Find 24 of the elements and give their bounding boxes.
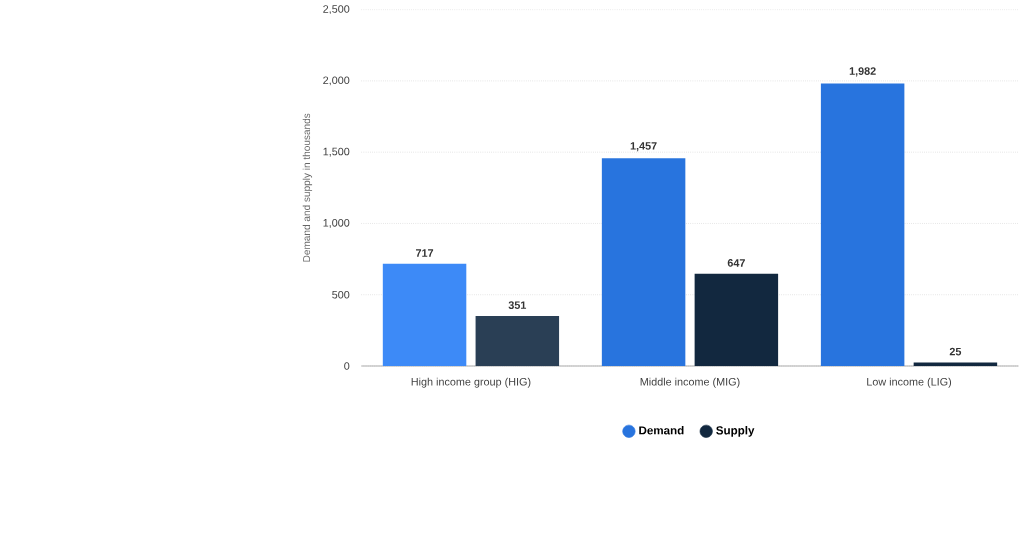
y-tick-label: 1,000 xyxy=(323,219,350,229)
data-label: 351 xyxy=(508,301,527,310)
x-tick-label: Low income (LIG) xyxy=(867,377,952,388)
bar xyxy=(475,316,560,367)
data-label: 647 xyxy=(727,259,745,267)
bar xyxy=(382,263,467,367)
x-tick-label: Middle income (MIG) xyxy=(640,377,740,388)
y-tick-label: 2,500 xyxy=(323,5,350,15)
legend-label: Supply xyxy=(716,426,755,437)
bar xyxy=(913,362,998,367)
y-axis-title: Demand and supply in thousands xyxy=(302,113,313,262)
x-tick-label: High income group (HIG) xyxy=(411,377,531,388)
data-label: 25 xyxy=(949,347,962,356)
data-label: 717 xyxy=(415,249,434,257)
bar xyxy=(820,83,905,367)
bar xyxy=(694,273,779,367)
y-tick-label: 500 xyxy=(332,291,350,299)
data-label: 1,457 xyxy=(630,142,657,152)
legend-label: Demand xyxy=(639,426,684,435)
data-label: 1,982 xyxy=(849,67,876,77)
y-tick-label: 1,500 xyxy=(323,147,350,157)
y-tick-label: 2,000 xyxy=(323,76,350,86)
bar xyxy=(601,158,686,367)
y-tick-label: 0 xyxy=(344,362,350,370)
